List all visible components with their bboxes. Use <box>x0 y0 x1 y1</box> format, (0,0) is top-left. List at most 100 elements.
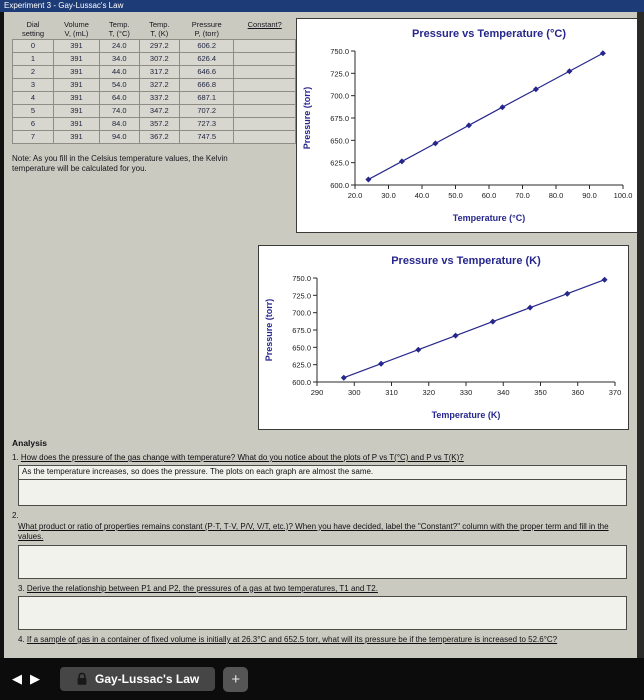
svg-text:Temperature (°C): Temperature (°C) <box>453 213 525 223</box>
svg-text:40.0: 40.0 <box>415 191 430 200</box>
answer-box[interactable] <box>18 478 627 506</box>
table-cell: 367.2 <box>138 129 181 144</box>
svg-text:80.0: 80.0 <box>549 191 564 200</box>
analysis-heading: Analysis <box>12 438 47 448</box>
table-cell[interactable] <box>233 90 296 105</box>
answer-box[interactable]: As the temperature increases, so does th… <box>18 465 627 480</box>
table-cell[interactable] <box>233 51 296 66</box>
data-point <box>532 86 539 93</box>
table-cell: 391 <box>52 90 100 105</box>
lock-icon <box>76 672 88 686</box>
table-cell: 687.1 <box>179 90 235 105</box>
data-point <box>465 122 472 129</box>
svg-text:300: 300 <box>348 388 361 397</box>
table-cell[interactable] <box>233 116 296 131</box>
question-number: 2. <box>12 510 19 520</box>
table-cell[interactable] <box>233 38 296 53</box>
tab-label: Gay-Lussac's Law <box>95 672 200 686</box>
data-point <box>452 332 459 339</box>
question-number: 4. <box>18 634 25 644</box>
table-cell: 391 <box>52 51 100 66</box>
svg-text:90.0: 90.0 <box>582 191 597 200</box>
table-cell[interactable]: 54.0 <box>98 77 140 92</box>
data-point <box>340 374 347 381</box>
svg-text:750.0: 750.0 <box>330 47 349 56</box>
table-cell[interactable] <box>233 77 296 92</box>
svg-text:625.0: 625.0 <box>330 159 349 168</box>
table-cell[interactable]: 64.0 <box>98 90 140 105</box>
add-tab-button[interactable]: + <box>223 666 249 692</box>
svg-text:625.0: 625.0 <box>292 361 311 370</box>
table-cell: 347.2 <box>138 103 181 118</box>
table-cell: 307.2 <box>138 51 181 66</box>
table-cell: 391 <box>52 64 100 79</box>
question-number: 1. <box>12 453 19 462</box>
table-cell: 2 <box>12 64 54 79</box>
table-cell[interactable]: 24.0 <box>98 38 140 53</box>
prev-page-button[interactable]: ◀ <box>8 671 26 687</box>
svg-text:70.0: 70.0 <box>515 191 530 200</box>
question-text: 4. If a sample of gas in a container of … <box>18 634 558 644</box>
table-cell[interactable] <box>233 129 296 144</box>
question-3: 3. Derive the relationship between P1 an… <box>12 584 629 630</box>
svg-text:50.0: 50.0 <box>448 191 463 200</box>
table-cell[interactable] <box>233 64 296 79</box>
question-number: 3. <box>18 583 25 593</box>
tab-gay-lussacs-law[interactable]: Gay-Lussac's Law <box>60 667 216 691</box>
svg-text:750.0: 750.0 <box>292 274 311 283</box>
table-row: 5 391 74.0 347.2 707.2 <box>12 103 296 118</box>
svg-text:Pressure vs Temperature (°C): Pressure vs Temperature (°C) <box>412 28 566 40</box>
window-titlebar: Experiment 3 - Gay-Lussac's Law <box>0 0 644 12</box>
table-cell: 4 <box>12 90 54 105</box>
data-table-header: Dial setting Volume V, (mL) Temp. T, (°C) Temp… <box>13 20 296 39</box>
table-cell[interactable]: 84.0 <box>98 116 140 131</box>
chart-pressure-vs-temp-kelvin: Pressure vs Temperature (K) 600.0 625.0 650… <box>258 245 629 430</box>
svg-text:Pressure (torr): Pressure (torr) <box>302 87 312 150</box>
table-cell[interactable]: 74.0 <box>98 103 140 118</box>
table-cell: 317.2 <box>138 64 181 79</box>
column-header: Volume V, (mL) <box>63 20 89 39</box>
svg-text:340: 340 <box>497 388 510 397</box>
table-cell[interactable] <box>233 103 296 118</box>
table-cell: 0 <box>12 38 54 53</box>
next-page-button[interactable]: ▶ <box>26 671 44 687</box>
data-table: Dial setting Volume V, (mL) Temp. T, (°C) Temp… <box>12 20 296 144</box>
svg-text:600.0: 600.0 <box>292 378 311 387</box>
column-header: Temp. T, (K) <box>149 20 170 39</box>
svg-text:650.0: 650.0 <box>330 136 349 145</box>
analysis-section: Analysis 1. How does the pressure of the… <box>12 438 629 645</box>
question-text: 3. Derive the relationship between P1 an… <box>18 583 378 593</box>
table-cell[interactable]: 94.0 <box>98 129 140 144</box>
answer-box[interactable] <box>18 544 627 579</box>
svg-text:320: 320 <box>422 388 435 397</box>
table-cell: 666.8 <box>179 77 235 92</box>
data-point <box>398 158 405 165</box>
table-cell: 391 <box>52 77 100 92</box>
svg-text:700.0: 700.0 <box>330 92 349 101</box>
question-4: 4. If a sample of gas in a container of … <box>12 635 629 645</box>
svg-text:100.0: 100.0 <box>614 191 633 200</box>
analysis-questions: 1. How does the pressure of the gas chan… <box>12 453 629 645</box>
data-point <box>365 176 372 183</box>
table-cell: 391 <box>52 116 100 131</box>
table-row: 1 391 34.0 307.2 626.4 <box>12 51 296 66</box>
table-cell: 391 <box>52 38 100 53</box>
table-cell: 646.6 <box>179 64 235 79</box>
svg-text:675.0: 675.0 <box>292 326 311 335</box>
data-point <box>527 304 534 311</box>
data-point <box>599 50 606 57</box>
worksheet: Dial setting Volume V, (mL) Temp. T, (°C) Temp… <box>4 12 637 658</box>
chart-pressure-vs-temp-celsius: Pressure vs Temperature (°C) 600.0 625.0 65… <box>296 18 637 233</box>
table-cell: 5 <box>12 103 54 118</box>
answer-box[interactable] <box>18 595 627 630</box>
svg-text:370: 370 <box>609 388 622 397</box>
question-1: 1. How does the pressure of the gas chan… <box>12 453 629 506</box>
table-row: 4 391 64.0 337.2 687.1 <box>12 90 296 105</box>
data-point <box>378 360 385 367</box>
table-cell: 3 <box>12 77 54 92</box>
table-cell: 391 <box>52 103 100 118</box>
table-cell[interactable]: 34.0 <box>98 51 140 66</box>
svg-text:Temperature (K): Temperature (K) <box>432 410 501 420</box>
table-cell[interactable]: 44.0 <box>98 64 140 79</box>
